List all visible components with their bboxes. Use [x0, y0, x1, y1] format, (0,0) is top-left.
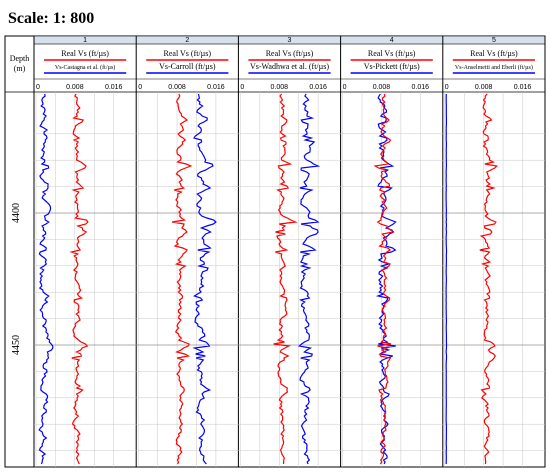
x-tick-label: 0	[445, 84, 449, 91]
legend-predicted-label: Vs-Carroll (ft/µs)	[159, 62, 216, 71]
x-tick-label: 0.016	[207, 84, 225, 91]
real-vs-curve	[69, 93, 89, 465]
x-tick-label: 0.008	[66, 84, 84, 91]
x-tick-label: 0.016	[412, 84, 430, 91]
x-tick-label: 0.008	[168, 84, 186, 91]
real-vs-curve	[479, 93, 498, 465]
legend-predicted-label: Vs-Wadhwa et al. (ft/µs)	[250, 62, 329, 71]
x-tick-label: 0	[343, 84, 347, 91]
real-vs-curve	[373, 93, 395, 465]
x-tick-label: 0	[138, 84, 142, 91]
legend-predicted-label: Vs-Castagna et al. (ft/µs)	[55, 64, 115, 71]
predicted-vs-curve	[445, 93, 448, 464]
real-vs-curve	[172, 93, 193, 465]
depth-tick-label: 4450	[11, 335, 22, 355]
x-tick-label: 0	[36, 84, 40, 91]
legend-predicted-label: Vs-Anselmetti and Eberli (ft/µs)	[455, 64, 533, 71]
predicted-vs-curve	[298, 93, 321, 465]
x-tick-label: 0.016	[309, 84, 327, 91]
track-number: 1	[83, 37, 87, 44]
x-tick-label: 0	[240, 84, 244, 91]
track-number: 2	[185, 37, 189, 44]
legend-real-label: Real Vs (ft/µs)	[61, 49, 109, 58]
track-number: 4	[390, 37, 394, 44]
legend-real-label: Real Vs (ft/µs)	[164, 49, 212, 58]
x-tick-label: 0.016	[105, 84, 123, 91]
x-tick-label: 0.008	[475, 84, 493, 91]
x-tick-label: 0.008	[270, 84, 288, 91]
track-number: 5	[492, 37, 496, 44]
predicted-vs-curve	[38, 93, 54, 465]
predicted-vs-curve	[192, 93, 217, 465]
track-number: 3	[288, 37, 292, 44]
legend-real-label: Real Vs (ft/µs)	[368, 49, 416, 58]
scale-title: Scale: 1: 800	[8, 10, 95, 27]
depth-tick-label: 4400	[11, 203, 22, 223]
legend-real-label: Real Vs (ft/µs)	[470, 49, 518, 58]
legend-predicted-label: Vs-Pickett (ft/µs)	[364, 62, 420, 71]
legend-real-label: Real Vs (ft/µs)	[266, 49, 314, 58]
depth-header-line1: Depth	[10, 54, 30, 63]
real-vs-curve	[273, 93, 298, 465]
depth-header-line2: (m)	[14, 64, 26, 73]
x-tick-label: 0.016	[514, 84, 532, 91]
x-tick-label: 0.008	[373, 84, 391, 91]
predicted-vs-curve	[375, 93, 397, 465]
